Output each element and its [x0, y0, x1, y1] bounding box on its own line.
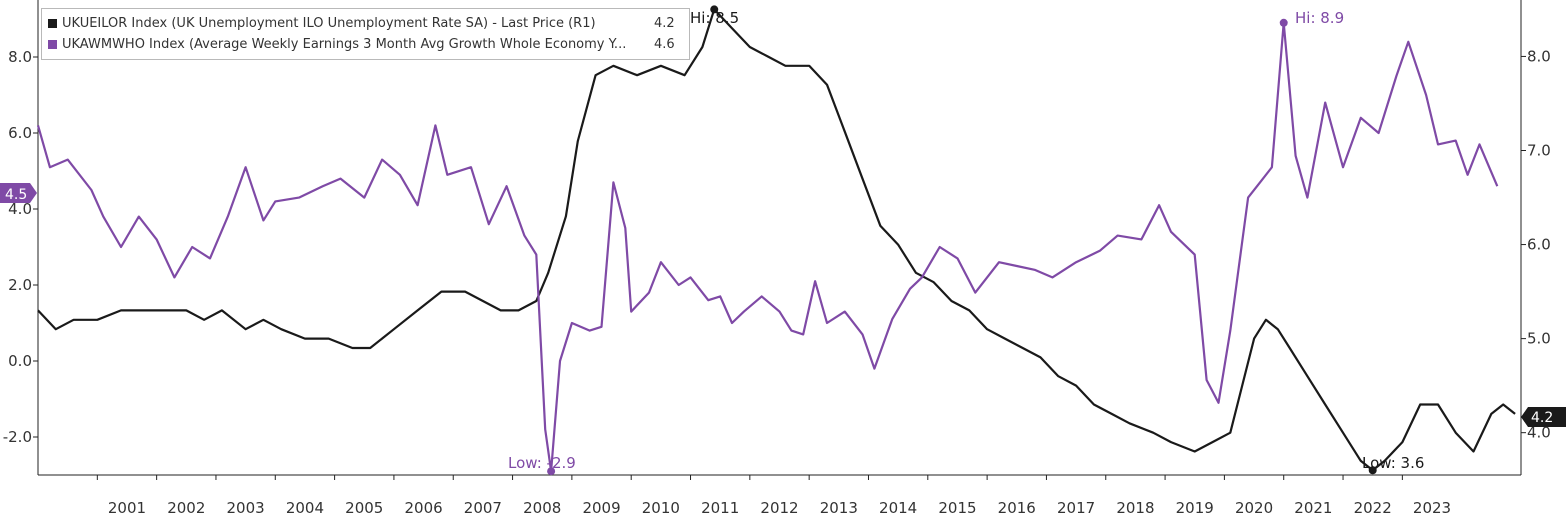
unemployment-low-annotation: Low: 3.6 — [1362, 454, 1424, 472]
right-tick-label: 5.0 — [1527, 330, 1551, 348]
legend-item-unemployment: UKUEILOR Index (UK Unemployment ILO Unem… — [48, 14, 675, 34]
x-tick-label: 2019 — [1176, 499, 1214, 517]
svg-text:4.5: 4.5 — [5, 187, 27, 203]
x-tick-label: 2008 — [523, 499, 561, 517]
unemployment-high-marker — [710, 5, 719, 14]
left-tick-label: -2.0 — [3, 428, 32, 446]
left-tick-label: 6.0 — [8, 124, 32, 142]
x-tick-label: 2023 — [1413, 499, 1451, 517]
left-tick-label: 4.0 — [8, 200, 32, 218]
legend-value-unemployment: 4.2 — [654, 16, 675, 31]
right-tick-label: 8.0 — [1527, 47, 1551, 65]
unemployment-low-marker — [1368, 466, 1377, 475]
legend-value-earnings: 4.6 — [654, 37, 675, 52]
x-tick-label: 2006 — [404, 499, 442, 517]
earnings-high-marker — [1279, 18, 1288, 27]
x-tick-label: 2001 — [108, 499, 146, 517]
svg-text:4.2: 4.2 — [1531, 410, 1553, 426]
right-tick-label: 6.0 — [1527, 236, 1551, 254]
left-tick-label: 8.0 — [8, 48, 32, 66]
x-tick-label: 2017 — [1057, 499, 1095, 517]
x-tick-label: 2012 — [760, 499, 798, 517]
legend-item-earnings: UKAWMWHO Index (Average Weekly Earnings … — [48, 35, 675, 55]
legend-label-unemployment: UKUEILOR Index (UK Unemployment ILO Unem… — [62, 16, 596, 31]
axes: 8.0 6.0 4.0 2.0 0.0 -2.0 8.0 7.0 6.0 5.0 4.0 2001 20… — [3, 0, 1551, 517]
unemployment-high-annotation: Hi: 8.5 — [690, 9, 739, 27]
left-tick-label: 2.0 — [8, 276, 32, 294]
x-tick-label: 2011 — [701, 499, 739, 517]
x-tick-label: 2013 — [820, 499, 858, 517]
x-tick-label: 2020 — [1235, 499, 1273, 517]
x-tick-label: 2005 — [345, 499, 383, 517]
x-tick-label: 2002 — [167, 499, 205, 517]
chart-legend: UKUEILOR Index (UK Unemployment ILO Unem… — [41, 8, 690, 60]
left-tick-label: 0.0 — [8, 352, 32, 370]
x-tick-label: 2022 — [1354, 499, 1392, 517]
x-tick-label: 2015 — [938, 499, 976, 517]
right-tick-label: 4.0 — [1527, 424, 1551, 442]
earnings-high-annotation: Hi: 8.9 — [1295, 9, 1344, 27]
legend-swatch-unemployment — [48, 19, 57, 28]
x-tick-label: 2021 — [1294, 499, 1332, 517]
x-tick-label: 2016 — [998, 499, 1036, 517]
x-tick-label: 2009 — [582, 499, 620, 517]
right-tick-label: 7.0 — [1527, 141, 1551, 159]
legend-swatch-earnings — [48, 40, 57, 49]
x-tick-label: 2018 — [1116, 499, 1154, 517]
earnings-low-marker — [547, 467, 556, 476]
legend-label-earnings: UKAWMWHO Index (Average Weekly Earnings … — [62, 37, 627, 52]
unemployment-rate-line — [37, 8, 1516, 472]
hi-low-markers — [547, 5, 1377, 476]
weekly-earnings-growth-line — [36, 21, 1499, 473]
x-tick-label: 2003 — [227, 499, 265, 517]
earnings-last-value-tag: 4.5 — [0, 183, 37, 203]
x-tick-label: 2014 — [879, 499, 917, 517]
x-tick-label: 2004 — [286, 499, 324, 517]
series-lines — [36, 8, 1516, 473]
unemployment-last-value-tag: 4.2 — [1521, 407, 1566, 427]
x-tick-label: 2010 — [642, 499, 680, 517]
x-tick-label: 2007 — [464, 499, 502, 517]
earnings-low-annotation: Low: -2.9 — [508, 454, 576, 472]
